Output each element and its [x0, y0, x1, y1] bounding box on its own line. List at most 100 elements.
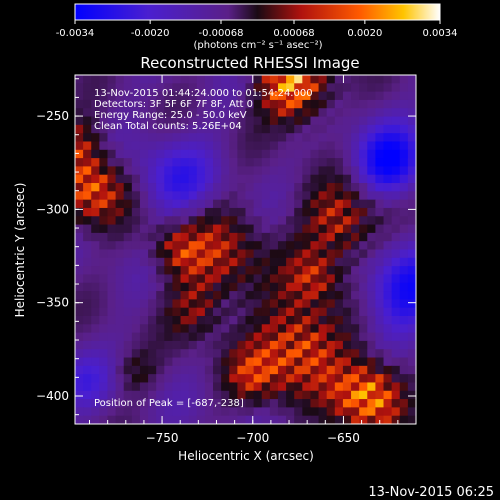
- heat-cell: [342, 166, 352, 176]
- heat-cell: [123, 365, 133, 375]
- heat-cell: [196, 282, 206, 292]
- heat-cell: [326, 399, 336, 408]
- heat-cell: [407, 374, 416, 383]
- heat-cell: [204, 149, 214, 159]
- heat-cell: [164, 124, 173, 134]
- heat-cell: [75, 216, 84, 225]
- heat-cell: [180, 216, 190, 225]
- heat-cell: [334, 124, 344, 134]
- heat-cell: [391, 249, 401, 259]
- heat-cell: [351, 274, 360, 284]
- heat-cell: [367, 133, 376, 142]
- heat-cell: [115, 266, 125, 275]
- heat-cell: [310, 133, 319, 142]
- heat-cell: [367, 274, 376, 284]
- heat-cell: [294, 133, 303, 142]
- heat-cell: [196, 191, 206, 201]
- heat-cell: [351, 241, 360, 250]
- heat-cell: [367, 232, 376, 242]
- heat-cell: [221, 141, 230, 151]
- heat-cell: [286, 149, 295, 159]
- heat-cell: [115, 116, 125, 126]
- heat-cell: [237, 108, 246, 117]
- heat-cell: [253, 149, 263, 159]
- heat-cell: [399, 199, 409, 209]
- heat-cell: [115, 149, 125, 159]
- heat-cell: [83, 299, 92, 309]
- heat-cell: [115, 83, 125, 93]
- heat-cell: [367, 307, 376, 317]
- heat-cell: [318, 158, 328, 167]
- heat-cell: [277, 324, 287, 333]
- heat-cell: [204, 232, 214, 242]
- heat-cell: [342, 257, 352, 267]
- heat-cell: [399, 232, 409, 242]
- heat-cell: [131, 249, 141, 259]
- heat-cell: [351, 291, 360, 300]
- heat-cell: [99, 374, 108, 383]
- heat-cell: [334, 91, 344, 101]
- heat-cell: [172, 91, 181, 101]
- heat-cell: [342, 216, 352, 225]
- heat-cell: [391, 399, 401, 408]
- colorbar-tick-label: -0.0020: [131, 28, 170, 39]
- heat-cell: [342, 291, 352, 300]
- heat-cell: [237, 141, 246, 151]
- heat-cell: [269, 75, 279, 84]
- heat-cell: [188, 257, 198, 267]
- heat-cell: [123, 183, 133, 192]
- heat-cell: [253, 349, 263, 358]
- heat-cell: [391, 199, 401, 209]
- heat-cell: [253, 108, 263, 117]
- heat-cell: [139, 183, 149, 192]
- heat-cell: [107, 324, 116, 333]
- heat-cell: [172, 266, 181, 275]
- heat-cell: [342, 174, 352, 184]
- heat-cell: [115, 274, 125, 284]
- heat-cell: [156, 241, 165, 250]
- heat-cell: [399, 382, 409, 392]
- heat-cell: [269, 374, 279, 383]
- heat-cell: [399, 324, 409, 333]
- heat-cell: [399, 99, 409, 109]
- heat-cell: [172, 307, 181, 317]
- heat-cell: [245, 399, 255, 408]
- heat-cell: [196, 257, 206, 267]
- heat-cell: [148, 216, 157, 225]
- heat-cell: [156, 124, 165, 134]
- heat-cell: [302, 340, 311, 350]
- heat-cell: [172, 183, 181, 192]
- heat-cell: [156, 324, 165, 333]
- heat-cell: [351, 174, 360, 184]
- heat-cell: [277, 241, 287, 250]
- heat-cell: [261, 166, 271, 176]
- y-tick-label: −400: [36, 389, 69, 403]
- heat-cell: [123, 357, 133, 367]
- heat-cell: [310, 324, 319, 333]
- heat-cell: [383, 91, 393, 101]
- heat-cell: [294, 299, 303, 309]
- heat-cell: [245, 174, 255, 184]
- heat-cell: [213, 282, 222, 292]
- heat-cell: [213, 332, 222, 342]
- heat-cell: [269, 99, 279, 109]
- heat-cell: [359, 407, 368, 417]
- heat-cell: [213, 307, 222, 317]
- heat-cell: [204, 174, 214, 184]
- heat-cell: [83, 257, 92, 267]
- heat-cell: [326, 340, 336, 350]
- heat-cell: [123, 75, 133, 84]
- heat-cell: [237, 349, 246, 358]
- heat-cell: [367, 207, 376, 217]
- heat-cell: [318, 232, 328, 242]
- heat-cell: [148, 357, 157, 367]
- heat-cell: [156, 224, 165, 234]
- heat-cell: [302, 207, 311, 217]
- heat-cell: [221, 108, 230, 117]
- heat-cell: [180, 149, 190, 159]
- heat-cell: [180, 91, 190, 101]
- heat-cell: [375, 324, 384, 333]
- heat-cell: [229, 116, 238, 126]
- heat-cell: [131, 91, 141, 101]
- heat-cell: [237, 232, 246, 242]
